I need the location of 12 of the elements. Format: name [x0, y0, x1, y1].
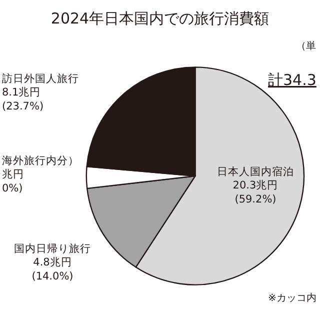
text: （単	[296, 41, 316, 52]
data-label: 8.1兆円 (23.7%)	[2, 86, 44, 112]
chart-title: 2024年日本国内での旅行消費額	[50, 9, 270, 28]
data-label: 兆円 0%)	[2, 168, 24, 194]
slice-label: 国内日帰り旅行	[14, 242, 91, 255]
text: 計34.3	[268, 71, 316, 89]
data-label: 20.3兆円 (59.2%)	[232, 178, 278, 206]
slice-label: 日本人国内宿泊	[217, 165, 294, 178]
text: ※カッコ内	[268, 292, 316, 304]
slice-label: 訪日外国人旅行	[2, 72, 79, 85]
data-label: 4.8兆円 (14.0%)	[32, 256, 74, 282]
slice-label: 海外旅行内分）	[2, 154, 79, 167]
